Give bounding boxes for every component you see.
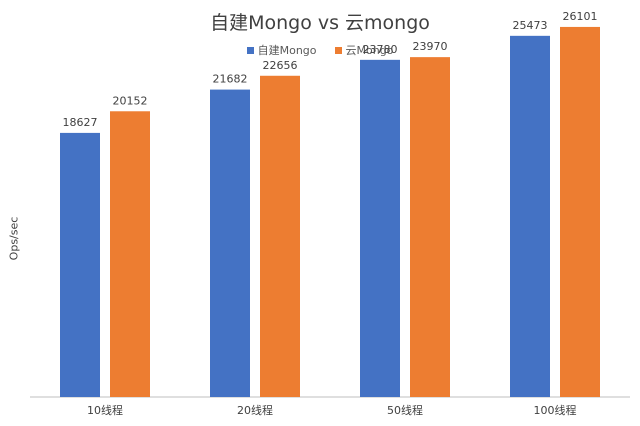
- data-label-self-hosted-3: 25473: [513, 19, 548, 32]
- x-tick-label-3: 100线程: [534, 403, 577, 417]
- bar-cloud-2: [410, 57, 450, 397]
- data-label-cloud-3: 26101: [563, 10, 598, 23]
- data-label-self-hosted-0: 18627: [63, 116, 98, 129]
- x-tick-label-0: 10线程: [87, 403, 123, 417]
- legend-label-self-hosted: 自建Mongo: [257, 44, 317, 57]
- x-tick-label-1: 20线程: [237, 403, 273, 417]
- legend-item-self-hosted: 自建Mongo: [246, 42, 317, 58]
- bar-self-hosted-1: [210, 89, 250, 398]
- legend-item-cloud: 云Mongo: [334, 42, 394, 58]
- legend-label-cloud: 云Mongo: [345, 44, 394, 57]
- bar-cloud-3: [560, 26, 600, 397]
- data-label-cloud-2: 23970: [413, 40, 448, 53]
- bar-cloud-1: [260, 75, 300, 397]
- bar-self-hosted-2: [360, 59, 400, 398]
- legend-swatch-cloud: [334, 46, 342, 54]
- x-tick-label-2: 50线程: [387, 403, 423, 417]
- legend: 自建Mongo 云Mongo: [0, 42, 640, 58]
- data-label-self-hosted-1: 21682: [213, 73, 248, 86]
- chart-title: 自建Mongo vs 云mongo: [210, 12, 430, 34]
- legend-swatch-self-hosted: [246, 46, 254, 54]
- data-label-cloud-0: 20152: [113, 94, 148, 107]
- data-label-cloud-1: 22656: [263, 59, 298, 72]
- bar-self-hosted-0: [60, 132, 100, 397]
- data-label-self-hosted-2: 23780: [363, 43, 398, 56]
- bar-cloud-0: [110, 111, 150, 397]
- bar-self-hosted-3: [510, 35, 550, 397]
